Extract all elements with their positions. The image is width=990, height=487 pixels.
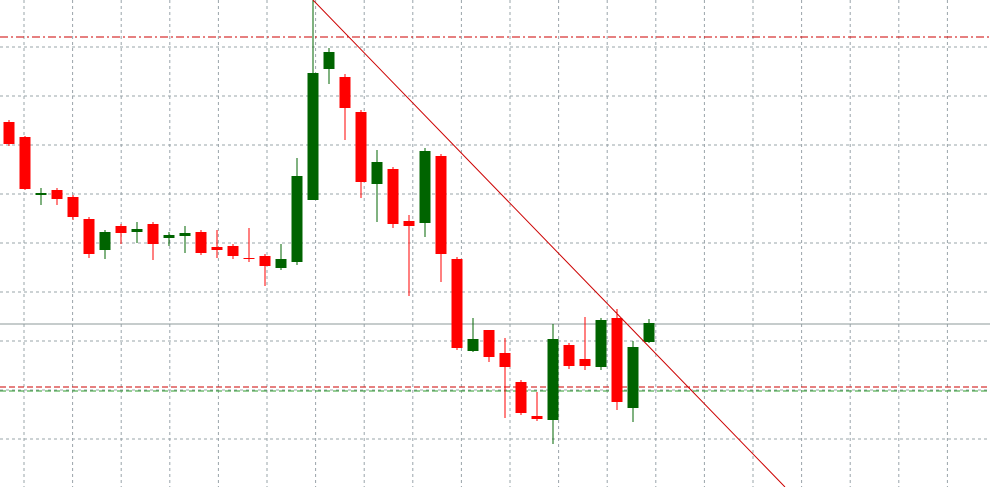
candle-body xyxy=(115,226,127,233)
candle-body xyxy=(275,259,287,268)
candle-body xyxy=(227,246,239,256)
candle-body xyxy=(547,339,559,420)
trend-line xyxy=(312,0,786,487)
candle-body xyxy=(435,156,447,254)
candle-body xyxy=(499,353,511,367)
candle-body xyxy=(611,318,623,402)
candle-body xyxy=(387,169,399,224)
candle-body xyxy=(179,233,191,236)
candle-body xyxy=(483,330,495,357)
candle-body xyxy=(99,232,111,250)
candle-body xyxy=(291,176,303,262)
candle-body xyxy=(643,323,655,342)
candle-body xyxy=(19,137,31,189)
candle-body xyxy=(147,224,159,244)
candle-body xyxy=(467,339,479,351)
candle-body xyxy=(131,229,143,232)
candle-body xyxy=(51,190,63,199)
candle-body xyxy=(371,162,383,184)
candle-body xyxy=(579,359,591,366)
candle-body xyxy=(419,151,431,223)
candle-body xyxy=(403,221,415,226)
candle-body xyxy=(67,197,79,217)
candle-body xyxy=(195,232,207,253)
candle-body xyxy=(243,258,255,259)
candle-body xyxy=(307,73,319,200)
candle-body xyxy=(3,122,15,144)
candle-body xyxy=(163,235,175,238)
candle-body xyxy=(515,382,527,413)
candle-body xyxy=(355,112,367,182)
candle-body xyxy=(627,347,639,408)
candle-body xyxy=(323,52,335,69)
candle-body xyxy=(339,77,351,108)
candle-body xyxy=(259,256,271,266)
candle-body xyxy=(211,247,223,250)
candle-body xyxy=(595,320,607,367)
candle-body xyxy=(563,345,575,366)
candle-body xyxy=(531,416,543,419)
candle-body xyxy=(83,219,95,254)
candle-body xyxy=(451,259,463,348)
candle-body xyxy=(35,193,47,195)
